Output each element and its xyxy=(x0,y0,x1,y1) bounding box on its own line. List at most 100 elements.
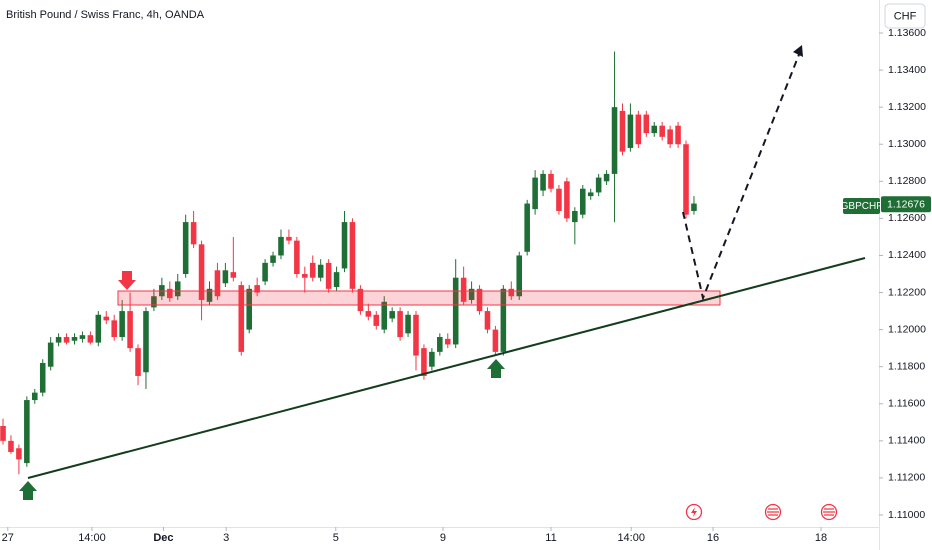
time-axis: 27 14:00 Dec 3 5 9 11 14:00 16 18 xyxy=(2,527,827,544)
candle-body xyxy=(524,203,530,252)
down-arrow xyxy=(118,271,136,290)
projection-arrowhead xyxy=(793,45,803,57)
candle-body xyxy=(429,351,435,367)
candle-body xyxy=(564,181,570,219)
candle-body xyxy=(452,277,459,345)
candle-body xyxy=(111,320,117,338)
x-tick-label: 14:00 xyxy=(78,532,106,544)
candle-body xyxy=(32,392,38,401)
candle-body xyxy=(333,272,340,287)
y-tick-label: 1.12800 xyxy=(888,175,926,187)
candle-body xyxy=(135,348,141,376)
y-tick-label: 1.12400 xyxy=(888,249,926,261)
candle-body xyxy=(437,337,443,352)
up-arrow xyxy=(19,481,37,500)
candle-body xyxy=(294,240,300,274)
currency-button[interactable] xyxy=(884,3,926,29)
candle-body xyxy=(667,129,673,145)
price-axis: 1.11000 1.11200 1.11400 1.11600 1.11800 1.120… xyxy=(879,27,926,521)
candle-body xyxy=(214,270,221,297)
candle-body xyxy=(127,311,133,349)
candle-body xyxy=(373,314,380,326)
candle-body xyxy=(460,277,467,302)
candle-body xyxy=(365,311,372,317)
candle-body xyxy=(47,342,54,367)
candle-body xyxy=(397,311,403,338)
candle-body xyxy=(167,288,173,299)
candle-body xyxy=(262,262,268,282)
candle-body xyxy=(572,210,578,223)
last-price-label: 1.12676 xyxy=(887,199,925,211)
candle-body xyxy=(55,337,62,343)
y-tick-label: 1.11800 xyxy=(888,360,925,372)
candle-body xyxy=(238,285,245,352)
candle-body xyxy=(63,337,70,343)
last-price: 1.12676 xyxy=(881,196,931,213)
candle-body xyxy=(381,301,388,330)
candle-body xyxy=(405,314,411,334)
candle-body xyxy=(643,114,650,134)
candle-body xyxy=(556,188,562,211)
symbol-label: GBPCHF xyxy=(841,201,883,212)
candle-body xyxy=(635,114,642,145)
candle-body xyxy=(182,222,189,274)
event-icons xyxy=(685,503,838,521)
candle-body xyxy=(603,173,610,182)
candle-body xyxy=(675,125,681,145)
candle-body xyxy=(325,262,332,289)
candle-body xyxy=(516,255,523,297)
event-icon xyxy=(823,508,835,516)
up-arrow xyxy=(487,359,505,378)
currency-label[interactable]: CHF xyxy=(894,10,917,22)
y-tick-label: 1.13000 xyxy=(888,138,926,150)
candle-body xyxy=(587,192,594,197)
x-tick-label: 9 xyxy=(440,532,446,544)
candle-body xyxy=(468,288,475,300)
candle-body xyxy=(254,285,260,293)
candle-body xyxy=(198,244,205,300)
candle-body xyxy=(246,288,252,330)
candle-body xyxy=(143,311,149,373)
candle-body xyxy=(659,125,665,137)
candle-body xyxy=(71,337,78,341)
candle-body xyxy=(174,281,181,297)
candle-body xyxy=(206,288,213,302)
x-tick-label: 18 xyxy=(815,532,827,544)
trend-line xyxy=(27,257,866,479)
candle-body xyxy=(500,288,507,352)
candle-body xyxy=(309,262,316,278)
candle-body xyxy=(341,222,348,269)
candle-body xyxy=(222,270,229,284)
candle-body xyxy=(595,177,602,193)
candle-body xyxy=(87,335,94,343)
x-tick-label: 5 xyxy=(333,532,339,544)
y-tick-label: 1.11200 xyxy=(888,472,925,484)
candle-body xyxy=(357,288,364,312)
candle-body xyxy=(119,311,125,338)
y-tick-label: 1.12600 xyxy=(888,212,926,224)
candle-body xyxy=(79,335,86,339)
candle-body xyxy=(349,222,356,289)
candle-body xyxy=(444,338,451,345)
candle-body xyxy=(286,236,292,241)
projection-path xyxy=(682,51,801,302)
candles xyxy=(0,51,697,475)
candle-body xyxy=(0,426,6,441)
candle-body xyxy=(627,114,634,148)
candle-body xyxy=(651,125,658,134)
event-icon xyxy=(691,507,697,517)
candle-body xyxy=(95,314,102,343)
y-tick-label: 1.13600 xyxy=(888,27,926,39)
y-tick-label: 1.13400 xyxy=(888,64,926,76)
x-tick-label: 14:00 xyxy=(617,532,645,544)
candle-body xyxy=(230,272,237,278)
candle-body xyxy=(619,110,626,152)
candle-body xyxy=(24,400,30,464)
y-tick-label: 1.11600 xyxy=(888,398,925,410)
y-tick-label: 1.12000 xyxy=(888,323,926,335)
y-tick-label: 1.11400 xyxy=(888,435,925,447)
y-tick-label: 1.11000 xyxy=(888,509,925,521)
candle-body xyxy=(270,255,276,263)
candle-body xyxy=(691,203,697,211)
